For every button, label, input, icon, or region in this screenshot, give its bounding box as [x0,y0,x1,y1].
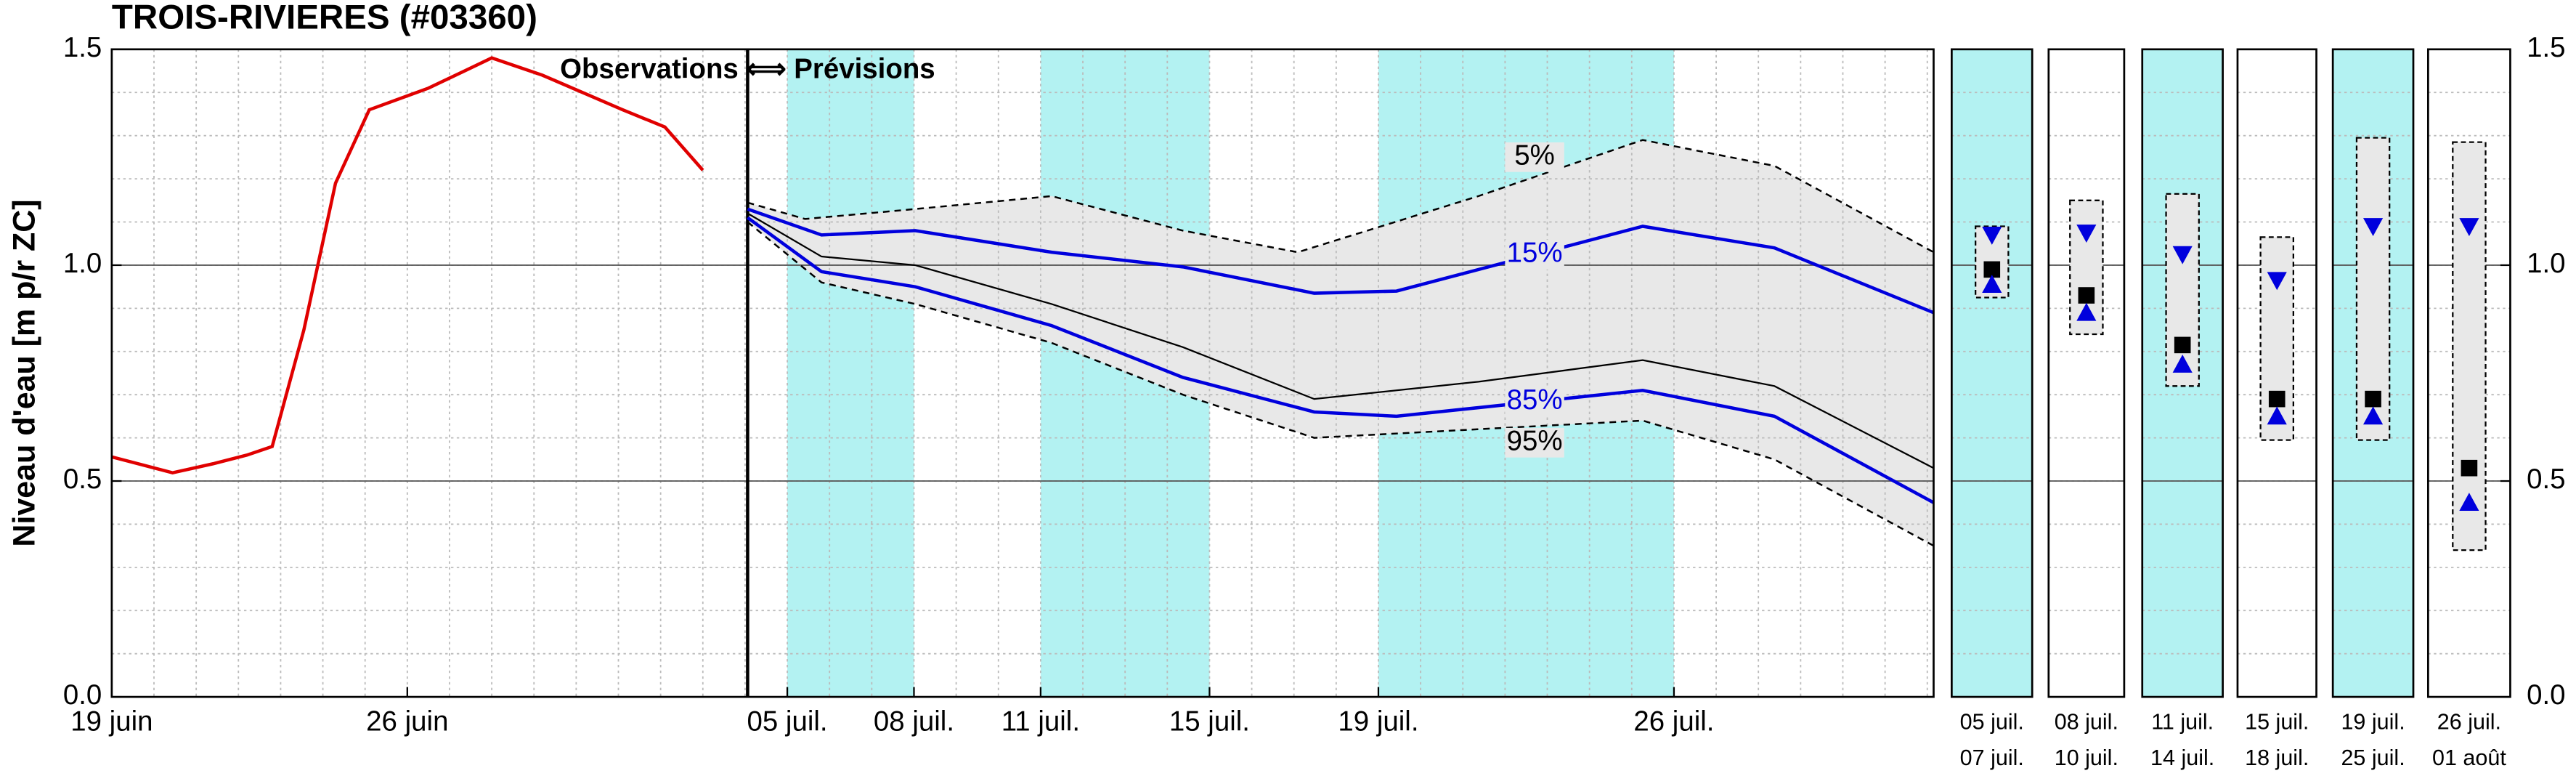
period-label: 05 juil. [1960,709,2024,734]
quantile-marker [2363,406,2384,425]
period-label: 07 juil. [1960,745,2024,770]
y-tick-label: 1.0 [63,248,102,279]
series-line [747,221,1935,547]
quantile-marker [2076,302,2097,321]
series-line [747,212,1934,469]
quantile-marker [2076,225,2097,243]
x-tick-label: 19 juil. [1338,706,1418,737]
quantile-marker [2363,218,2384,237]
y-tick-label: 0.0 [63,679,102,711]
median-marker [2078,287,2095,304]
quantile-marker [2267,272,2287,291]
range-box [2165,193,2200,387]
period-label: 26 juil. [2437,709,2501,734]
series-label-bg [1505,387,1564,417]
series-line [747,207,1935,315]
quantile-marker [1982,227,2002,245]
period-label: 10 juil. [2055,745,2118,770]
panel-frame [2426,48,2511,698]
series-label-bg [1505,240,1564,270]
median-marker [2461,459,2478,477]
range-box [2452,141,2487,551]
series-label: 15% [1507,238,1563,269]
y-tick-label: 0.5 [63,464,102,495]
quantile-marker [2459,218,2479,237]
quantile-marker [1982,275,2002,293]
median-marker [2268,390,2286,408]
median-marker [2174,336,2191,354]
plot-frame [110,48,1935,698]
chart-title: TROIS-RIVIERES (#03360) [112,0,537,37]
x-tick-label: 15 juil. [1169,706,1250,737]
series-label-bg [1505,427,1564,458]
quantile-marker [2459,493,2479,512]
period-label: 18 juil. [2245,745,2309,770]
x-tick-label: 05 juil. [747,706,828,737]
period-label: 08 juil. [2055,709,2118,734]
quantile-marker [2172,246,2193,264]
y-tick-label: 1.5 [2527,32,2565,63]
panel-frame [2331,48,2415,698]
period-label: 11 juil. [2151,709,2214,734]
period-label: 15 juil. [2245,709,2309,734]
series-label: 85% [1507,384,1563,416]
series-label: 95% [1507,425,1563,456]
x-tick-label: 11 juil. [1001,706,1080,737]
panel-frame [2236,48,2317,698]
quantile-marker [2172,355,2193,373]
y-tick-label: 1.5 [63,32,102,63]
x-tick-label: 26 juil. [1633,706,1714,737]
shaded-period [787,49,914,698]
panel-bg [1951,49,2033,698]
panel-frame [2141,48,2224,698]
median-marker [2365,390,2381,408]
series-label: 5% [1514,140,1555,171]
series-label-bg [1505,142,1564,172]
series-line [747,139,1935,254]
annotation: Observations ⟺ Prévisions [560,53,935,84]
period-label: 14 juil. [2150,745,2214,770]
x-tick-label: 19 juin [70,706,153,737]
quantile-marker [2267,406,2287,425]
period-label: 01 août [2432,745,2506,770]
median-marker [1983,261,2001,278]
period-label: 19 juil. [2341,709,2405,734]
panel-bg [2048,49,2124,698]
series-line [111,56,704,475]
y-tick-label: 0.5 [2527,464,2565,495]
panel-frame [1951,48,2033,698]
period-label: 25 juil. [2341,745,2405,770]
y-tick-label: 0.0 [2527,679,2565,711]
range-band [747,140,1934,546]
x-tick-label: 08 juil. [874,706,954,737]
y-axis-label: Niveau d'eau [m p/r ZC] [7,199,42,546]
range-box [2355,137,2391,441]
x-tick-label: 26 juin [366,706,448,737]
series-line [747,216,1935,504]
panel-frame [2047,48,2126,698]
y-tick-label: 1.0 [2527,248,2565,279]
